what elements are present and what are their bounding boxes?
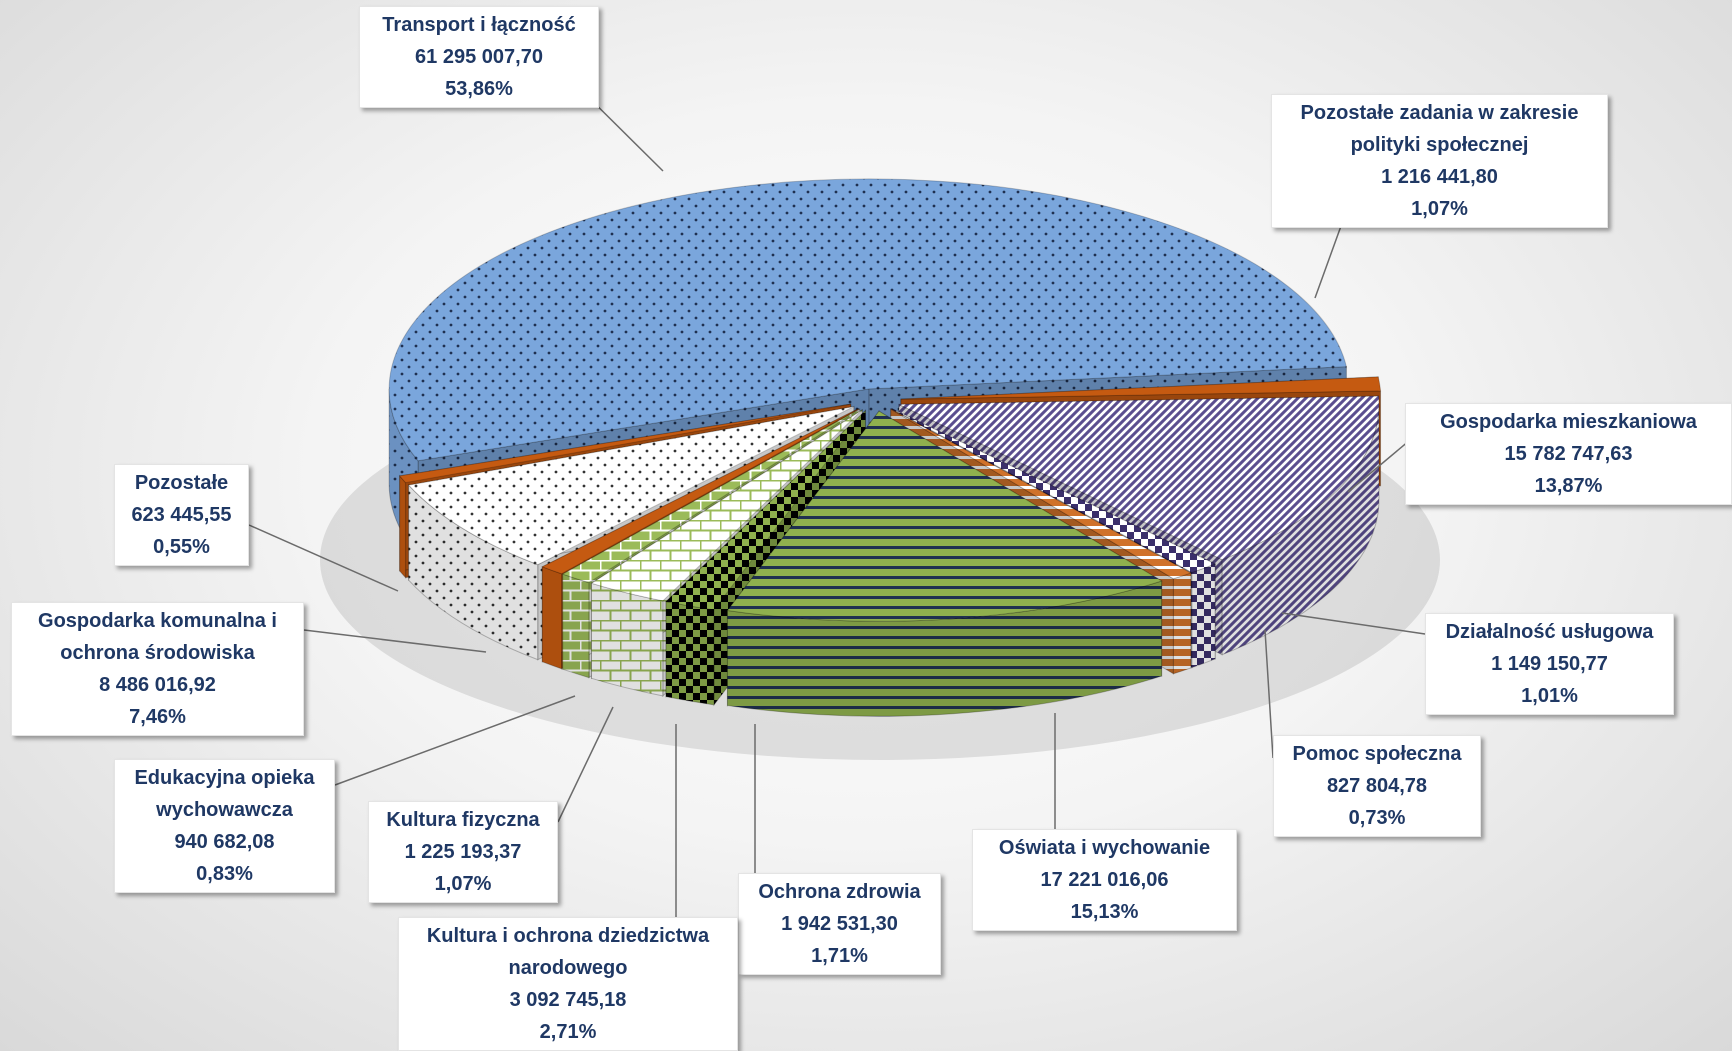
label-value: 940 682,08 bbox=[174, 831, 275, 853]
label-name: Kultura i ochrona dziedzictwa narodowego bbox=[426, 925, 710, 979]
data-label: Ochrona zdrowia 1 942 531,30 1,71% bbox=[738, 873, 941, 975]
label-percent: 1,07% bbox=[1411, 198, 1468, 220]
label-percent: 1,01% bbox=[1521, 685, 1578, 707]
data-label: Gospodarka komunalna i ochrona środowisk… bbox=[11, 602, 304, 736]
label-name: Transport i łączność bbox=[382, 14, 576, 36]
leader-line bbox=[1264, 629, 1274, 759]
label-percent: 53,86% bbox=[445, 78, 513, 100]
label-value: 15 782 747,63 bbox=[1504, 443, 1633, 465]
data-label: Oświata i wychowanie 17 221 016,06 15,13% bbox=[972, 829, 1237, 931]
label-name: Pomoc społeczna bbox=[1292, 743, 1462, 765]
label-percent: 15,13% bbox=[1070, 901, 1139, 923]
slice bbox=[665, 410, 866, 611]
leader-line bbox=[557, 706, 614, 823]
label-percent: 2,71% bbox=[539, 1021, 597, 1043]
label-percent: 0,73% bbox=[1348, 807, 1406, 829]
data-label: Pozostałe zadania w zakresie polityki sp… bbox=[1271, 94, 1608, 228]
slice bbox=[726, 410, 1163, 622]
label-percent: 0,83% bbox=[196, 863, 253, 885]
label-value: 1 225 193,37 bbox=[404, 841, 522, 863]
slice bbox=[398, 403, 851, 484]
label-name: Gospodarka komunalna i ochrona środowisk… bbox=[38, 610, 277, 664]
data-label: Transport i łączność 61 295 007,70 53,86% bbox=[359, 6, 599, 108]
label-value: 1 149 150,77 bbox=[1491, 653, 1608, 675]
label-name: Ochrona zdrowia bbox=[758, 881, 921, 903]
data-label: Działalność usługowa 1 149 150,77 1,01% bbox=[1425, 613, 1674, 715]
label-percent: 7,46% bbox=[129, 706, 186, 728]
label-value: 3 092 745,18 bbox=[509, 989, 627, 1011]
leader-line bbox=[303, 629, 487, 653]
label-value: 1 942 531,30 bbox=[781, 913, 898, 935]
label-name: Pozostałe zadania w zakresie polityki sp… bbox=[1300, 102, 1579, 156]
label-value: 8 486 016,92 bbox=[99, 674, 216, 696]
data-label: Gospodarka mieszkaniowa 15 782 747,63 13,8… bbox=[1405, 403, 1732, 505]
slice bbox=[561, 408, 860, 584]
label-name: Gospodarka mieszkaniowa bbox=[1440, 411, 1697, 433]
label-value: 17 221 016,06 bbox=[1040, 869, 1169, 891]
slice bbox=[541, 408, 859, 575]
label-percent: 0,55% bbox=[153, 536, 210, 558]
slice bbox=[890, 408, 1193, 580]
label-percent: 1,07% bbox=[434, 873, 492, 895]
leader-line bbox=[334, 695, 576, 786]
label-name: Kultura fizyczna bbox=[386, 809, 540, 831]
label-value: 1 216 441,80 bbox=[1381, 166, 1498, 188]
slice bbox=[388, 178, 1348, 462]
data-label: Pomoc społeczna 827 804,78 0,73% bbox=[1273, 735, 1481, 837]
data-label: Pozostałe 623 445,55 0,55% bbox=[114, 464, 249, 566]
slice bbox=[891, 408, 1217, 574]
data-label: Kultura i ochrona dziedzictwa narodowego… bbox=[398, 917, 738, 1051]
label-value: 61 295 007,70 bbox=[415, 46, 543, 68]
leader-line bbox=[1281, 612, 1426, 635]
data-label: Kultura fizyczna 1 225 193,37 1,07% bbox=[368, 801, 558, 903]
label-name: Działalność usługowa bbox=[1445, 621, 1654, 643]
slice bbox=[407, 406, 855, 566]
leader-line bbox=[248, 524, 399, 592]
label-value: 827 804,78 bbox=[1326, 775, 1428, 797]
slice bbox=[590, 409, 863, 602]
slice bbox=[726, 409, 1163, 717]
label-name: Pozostałe bbox=[134, 472, 229, 494]
label-percent: 1,71% bbox=[811, 945, 868, 967]
label-value: 623 445,55 bbox=[131, 504, 232, 526]
label-name: Oświata i wychowanie bbox=[998, 837, 1211, 859]
data-label: Edukacyjna opieka wychowawcza 940 682,08 0… bbox=[114, 759, 335, 893]
label-percent: 13,87% bbox=[1534, 475, 1603, 497]
slice bbox=[900, 376, 1382, 400]
label-name: Edukacyjna opieka wychowawcza bbox=[134, 767, 315, 821]
slice bbox=[898, 395, 1380, 561]
